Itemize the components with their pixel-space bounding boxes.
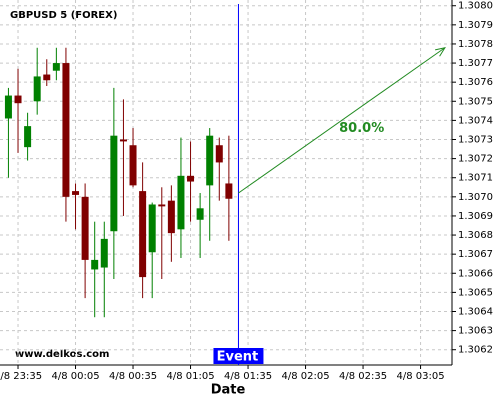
event-label: Event: [217, 350, 259, 365]
candle-body: [148, 204, 156, 253]
x-tick-label: 4/8 01:05: [166, 371, 214, 382]
x-axis-label: Date: [211, 383, 246, 398]
candle-body: [4, 95, 12, 119]
y-tick-label: 1.3080: [458, 1, 493, 12]
candle-body: [206, 135, 214, 186]
candle-body: [24, 126, 32, 148]
y-tick-label: 1.3065: [458, 287, 493, 298]
y-tick-label: 1.3062: [458, 345, 493, 356]
candle-body: [225, 183, 233, 199]
x-tick-label: 4/8 02:35: [339, 371, 387, 382]
candle-body: [110, 135, 118, 232]
x-tick-label: 4/8 03:05: [397, 371, 445, 382]
y-tick-label: 1.3078: [458, 39, 493, 50]
arrow-head: [435, 47, 446, 57]
candle-body: [167, 200, 175, 234]
y-tick-label: 1.3066: [458, 268, 493, 279]
candle-body: [91, 259, 99, 270]
y-tick-label: 1.3063: [458, 326, 493, 337]
event-box: [213, 348, 264, 364]
candle-body: [129, 145, 137, 186]
y-tick-label: 1.3068: [458, 230, 493, 241]
candle-body: [43, 74, 51, 81]
y-tick-label: 1.3071: [458, 173, 493, 184]
candle-body: [14, 95, 22, 104]
y-tick-label: 1.3074: [458, 115, 493, 126]
x-tick-label: 4/8 00:35: [109, 371, 157, 382]
y-tick-label: 1.3079: [458, 20, 493, 31]
y-tick-label: 1.3073: [458, 135, 493, 146]
y-tick-label: 1.3076: [458, 77, 493, 88]
y-tick-label: 1.3067: [458, 249, 493, 260]
candle-body: [139, 191, 147, 278]
y-tick-label: 1.3069: [458, 211, 493, 222]
candle-body: [119, 139, 127, 142]
x-tick-label: 4/8 02:05: [282, 371, 330, 382]
candle-body: [100, 238, 108, 268]
y-tick-label: 1.3064: [458, 306, 493, 317]
y-tick-label: 1.3075: [458, 96, 493, 107]
candle-body: [215, 145, 223, 163]
chart-title: GBPUSD 5 (FOREX): [10, 10, 117, 21]
watermark: www.delkos.com: [15, 349, 109, 360]
candle-body: [158, 204, 166, 207]
candle-body: [72, 191, 80, 195]
candle-body: [33, 76, 41, 102]
candle-body: [52, 63, 60, 71]
arrow-label: 80.0%: [339, 121, 384, 136]
x-tick-label: 4/8 01:35: [224, 371, 272, 382]
candle-body: [196, 208, 204, 220]
candle-body: [62, 63, 70, 197]
arrow-line: [238, 47, 446, 194]
y-tick-label: 1.3077: [458, 58, 493, 69]
y-tick-label: 1.3072: [458, 154, 493, 165]
candle-body: [187, 175, 195, 182]
y-tick-label: 1.3070: [458, 192, 493, 203]
x-tick-label: 4/8 00:05: [51, 371, 99, 382]
x-tick-label: 4/8 23:35: [0, 371, 42, 382]
candle-body: [81, 196, 89, 260]
candle-body: [177, 175, 185, 230]
